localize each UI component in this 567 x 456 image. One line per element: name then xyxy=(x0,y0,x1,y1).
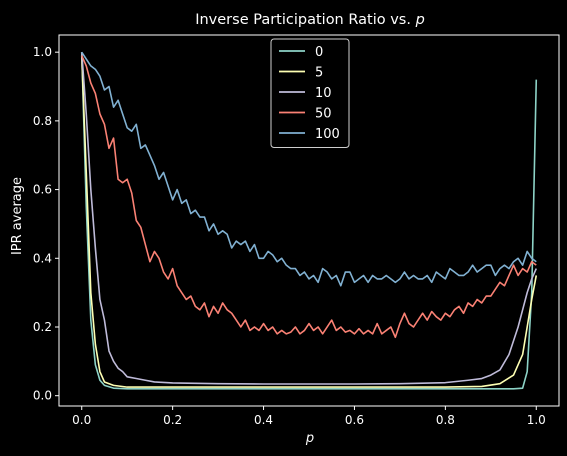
y-axis-label: IPR average xyxy=(10,177,25,255)
legend-label: 10 xyxy=(315,86,332,101)
x-tick-label: 0.8 xyxy=(436,413,455,427)
legend-label: 100 xyxy=(315,127,340,142)
legend: 0 5 10 50 100 xyxy=(270,38,350,148)
x-tick-label: 0.2 xyxy=(163,413,182,427)
y-tick-label: 0.8 xyxy=(33,114,52,128)
y-tick-label: 0.4 xyxy=(33,251,52,265)
x-tick-label: 0.4 xyxy=(254,413,273,427)
series-line-50 xyxy=(80,55,537,339)
series-line-0 xyxy=(80,52,538,390)
ticks-layer: 0.0 0.2 0.4 0.6 0.8 1.0 0.0 0.2 0.4 0.6 0.8 1.0 xyxy=(33,45,546,427)
y-tick-label: 1.0 xyxy=(33,45,52,59)
y-tick-label: 0.6 xyxy=(33,183,52,197)
x-axis-label: p xyxy=(305,431,314,446)
series-line-5 xyxy=(80,55,538,388)
series-line-100 xyxy=(81,51,537,287)
x-tick-label: 1.0 xyxy=(527,413,546,427)
y-tick-label: 0.0 xyxy=(33,389,52,403)
series-line-10 xyxy=(80,52,538,385)
legend-label: 50 xyxy=(315,107,332,122)
legend-box xyxy=(270,38,350,148)
series-layer xyxy=(80,51,538,390)
y-tick-label: 0.2 xyxy=(33,320,52,334)
legend-label: 0 xyxy=(315,45,323,60)
chart-title-variable: p xyxy=(415,12,425,28)
chart-title-prefix: Inverse Participation Ratio vs. xyxy=(195,12,415,28)
chart-title: Inverse Participation Ratio vs. p xyxy=(195,12,425,28)
plot-frame xyxy=(58,34,560,407)
x-tick-label: 0.6 xyxy=(345,413,364,427)
x-tick-label: 0.0 xyxy=(72,413,91,427)
legend-label: 5 xyxy=(315,66,323,81)
